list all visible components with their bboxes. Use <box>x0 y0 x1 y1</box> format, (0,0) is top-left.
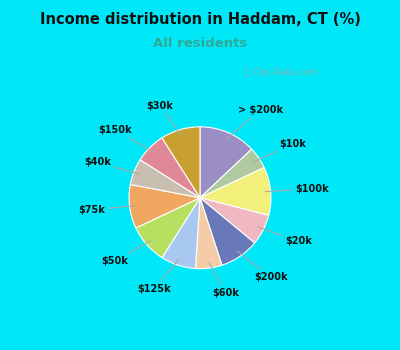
Text: $50k: $50k <box>101 240 151 266</box>
Wedge shape <box>200 198 269 243</box>
Text: $20k: $20k <box>258 227 312 246</box>
Wedge shape <box>130 160 200 198</box>
Wedge shape <box>200 168 271 215</box>
Text: $30k: $30k <box>146 101 181 135</box>
Wedge shape <box>200 198 255 265</box>
Text: > $200k: > $200k <box>227 105 283 139</box>
Wedge shape <box>162 198 200 268</box>
Text: $100k: $100k <box>265 184 329 194</box>
Text: $10k: $10k <box>254 139 306 161</box>
Text: $60k: $60k <box>209 262 239 298</box>
Wedge shape <box>129 184 200 228</box>
Text: Income distribution in Haddam, CT (%): Income distribution in Haddam, CT (%) <box>40 12 360 27</box>
Text: ⓘ City-Data.com: ⓘ City-Data.com <box>245 68 317 77</box>
Text: $40k: $40k <box>84 158 139 174</box>
Wedge shape <box>136 198 200 258</box>
Text: $75k: $75k <box>78 205 135 215</box>
Text: $125k: $125k <box>137 259 179 294</box>
Wedge shape <box>200 127 252 198</box>
Wedge shape <box>196 198 222 269</box>
Wedge shape <box>162 127 200 198</box>
Text: $150k: $150k <box>99 125 154 152</box>
Wedge shape <box>140 138 200 198</box>
Text: All residents: All residents <box>153 37 247 50</box>
Text: $200k: $200k <box>237 251 288 282</box>
Wedge shape <box>200 149 264 198</box>
